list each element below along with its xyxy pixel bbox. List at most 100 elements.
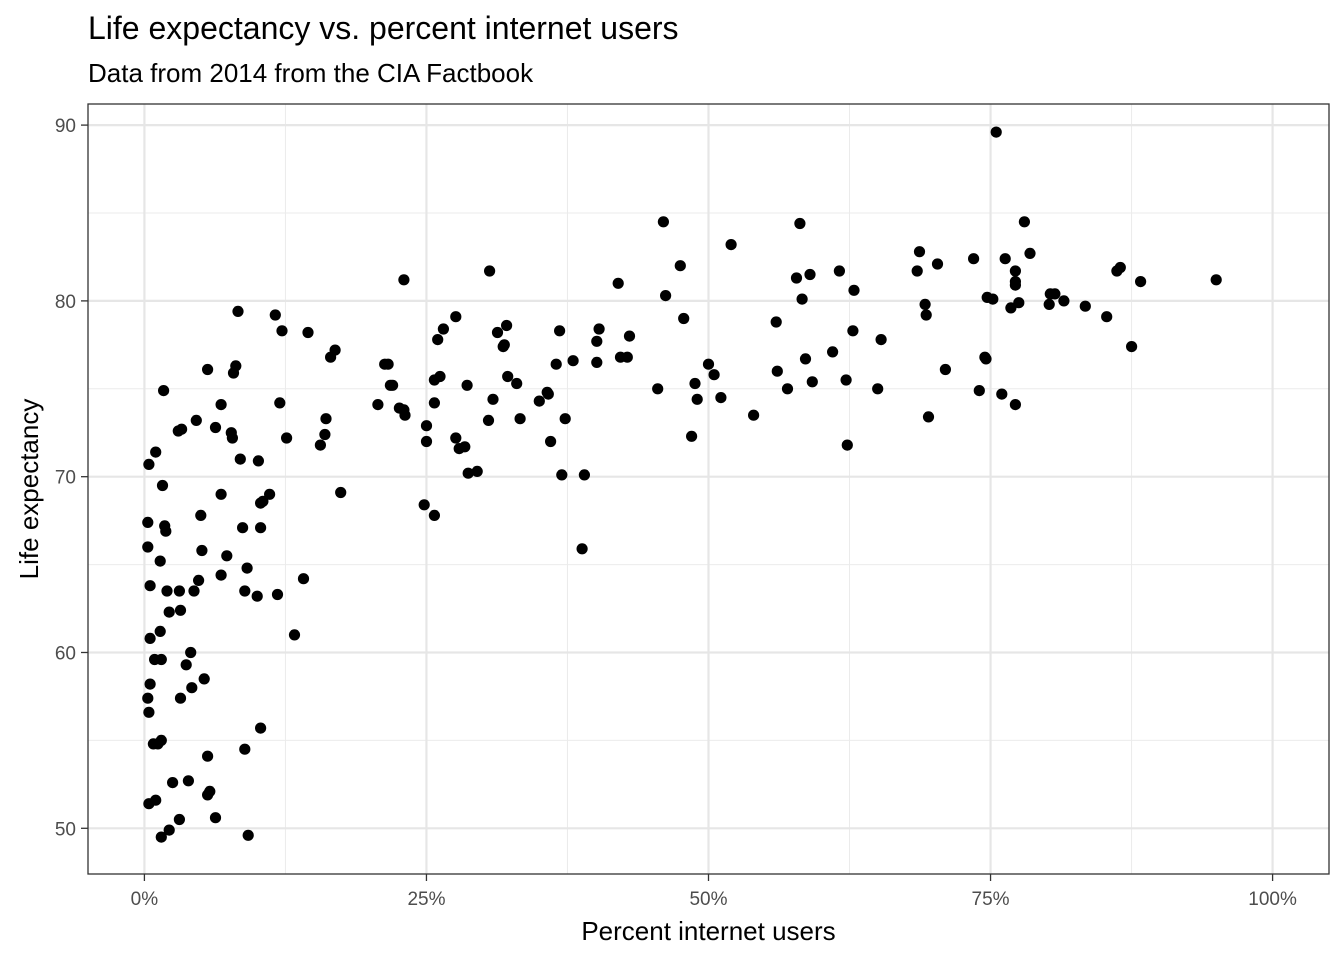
data-point [996, 388, 1008, 400]
data-point [462, 467, 474, 479]
data-point [833, 265, 846, 277]
data-point [215, 569, 227, 581]
data-point [847, 325, 859, 337]
data-point [919, 298, 931, 310]
data-point [689, 377, 701, 390]
data-point [999, 253, 1011, 265]
x-tick-label: 100% [1248, 889, 1297, 910]
data-point [578, 469, 591, 481]
data-point [511, 377, 523, 390]
data-point [771, 365, 783, 377]
data-point [269, 309, 281, 321]
data-point [533, 395, 545, 407]
data-point [920, 309, 932, 321]
data-point [156, 479, 169, 492]
data-point [372, 399, 384, 411]
data-point [652, 383, 664, 395]
data-point [702, 358, 715, 370]
data-point [237, 522, 249, 534]
data-point [281, 432, 293, 444]
data-point [1043, 298, 1055, 310]
data-point [155, 653, 167, 666]
data-point [193, 574, 205, 587]
data-point [691, 393, 703, 405]
data-point [382, 358, 394, 370]
data-point [161, 585, 173, 597]
data-point [591, 356, 603, 368]
data-point [1126, 341, 1138, 353]
data-point [155, 734, 167, 747]
data-point [1013, 297, 1025, 309]
grid-lines [88, 104, 1329, 874]
data-point [875, 334, 887, 346]
data-point [232, 305, 244, 317]
data-point [990, 126, 1002, 138]
data-point [150, 794, 162, 806]
data-point [215, 399, 227, 411]
data-point [428, 509, 440, 521]
data-point [142, 516, 154, 529]
data-point [188, 585, 200, 597]
data-point [182, 775, 194, 787]
data-point [708, 369, 720, 381]
data-point [459, 441, 471, 453]
data-point [1009, 279, 1022, 291]
data-point [320, 413, 332, 425]
data-point [623, 330, 636, 342]
data-point [428, 397, 440, 409]
data-point [195, 509, 207, 521]
y-tick-label: 50 [55, 819, 76, 840]
data-point [612, 277, 624, 289]
data-point [198, 673, 210, 685]
data-point [794, 217, 806, 230]
data-point [144, 580, 156, 592]
data-point [387, 379, 399, 391]
data-point [987, 293, 999, 305]
y-axis-title: Life expectancy [14, 399, 44, 580]
data-point [174, 604, 187, 616]
data-point [827, 346, 839, 358]
data-point [790, 272, 803, 284]
data-point [799, 353, 812, 365]
data-point [242, 829, 254, 841]
data-point [398, 274, 410, 286]
data-point [1058, 295, 1070, 307]
data-point [1101, 311, 1113, 323]
data-point [167, 777, 179, 789]
data-point [143, 458, 155, 470]
data-point [186, 682, 198, 694]
data-point [174, 692, 187, 704]
data-point [1024, 247, 1036, 259]
data-point [234, 453, 246, 465]
data-point [209, 812, 222, 824]
data-point [185, 646, 197, 659]
data-point [482, 414, 495, 426]
data-point [434, 370, 446, 383]
data-point [770, 316, 782, 328]
data-point [209, 421, 222, 434]
data-point [674, 260, 686, 272]
data-point [1009, 399, 1022, 411]
data-point [1114, 261, 1126, 274]
data-point [556, 469, 568, 481]
data-point [314, 439, 326, 451]
chart-title: Life expectancy vs. percent internet use… [88, 10, 679, 46]
data-point [221, 550, 233, 562]
data-point [715, 392, 727, 404]
data-point [180, 659, 192, 671]
data-point [725, 239, 737, 251]
data-point [239, 585, 251, 597]
data-point [297, 573, 310, 585]
data-point [806, 376, 818, 388]
data-points [142, 126, 1222, 843]
data-point [142, 541, 154, 553]
data-point [154, 555, 166, 567]
data-point [163, 824, 175, 836]
data-point [204, 785, 216, 798]
data-point [796, 293, 808, 305]
data-point [302, 326, 314, 339]
data-point [502, 370, 514, 383]
data-point [399, 409, 411, 421]
data-point [144, 632, 156, 645]
data-point [202, 750, 214, 762]
